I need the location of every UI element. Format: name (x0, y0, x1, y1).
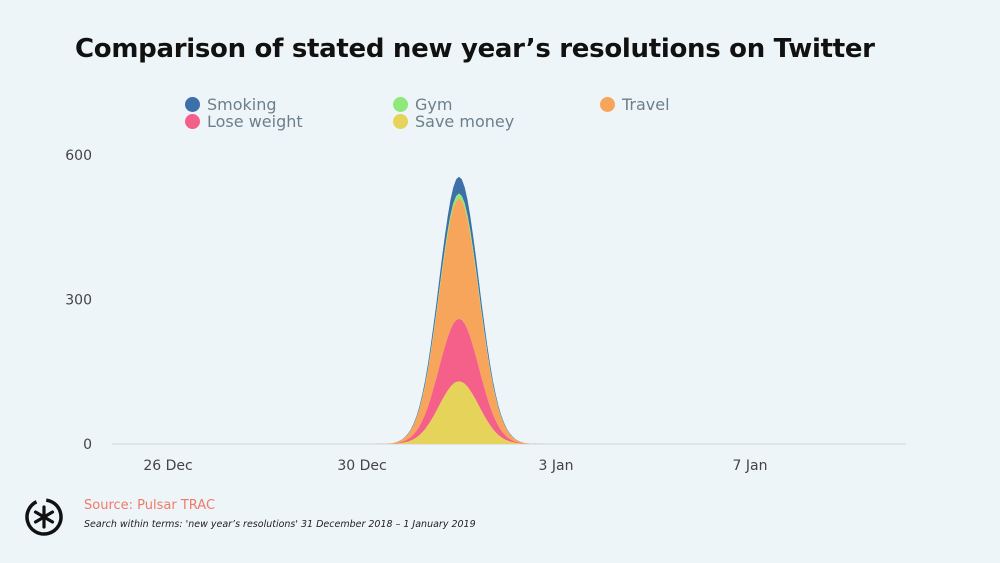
legend-label-gym: Gym (415, 95, 453, 114)
asterisk-logo-icon (25, 498, 63, 536)
x-tick-label: 30 Dec (337, 458, 386, 474)
legend-dot-travel (600, 97, 615, 112)
legend-item-travel[interactable]: Travel (600, 95, 670, 114)
y-tick-label: 0 (83, 437, 92, 453)
legend-label-lose-weight: Lose weight (207, 112, 303, 131)
legend-dot-gym (393, 97, 408, 112)
legend-label-travel: Travel (622, 95, 670, 114)
legend-item-save-money[interactable]: Save money (393, 112, 514, 131)
legend-dot-smoking (185, 97, 200, 112)
y-tick-label: 600 (65, 148, 92, 164)
area-save-money[interactable] (119, 381, 799, 444)
legend-item-gym[interactable]: Gym (393, 95, 452, 114)
x-tick-label: 26 Dec (143, 458, 192, 474)
x-tick-label: 3 Jan (539, 458, 574, 474)
legend-dot-lose-weight (185, 114, 200, 129)
x-tick-label: 7 Jan (733, 458, 768, 474)
area-travel[interactable] (119, 198, 799, 444)
source-text: Source: Pulsar TRAC (84, 498, 216, 513)
chart-legend: Smoking Gym Travel Lose weight Save mone… (0, 0, 1000, 140)
legend-item-smoking[interactable]: Smoking (185, 95, 277, 114)
chart-title: Comparison of stated new year’s resoluti… (75, 34, 875, 64)
legend-dot-save-money (393, 114, 408, 129)
legend-label-smoking: Smoking (207, 95, 277, 114)
legend-label-save-money: Save money (415, 112, 515, 131)
legend-item-lose-weight[interactable]: Lose weight (185, 112, 303, 131)
y-tick-label: 300 (65, 293, 92, 309)
search-terms-note: Search within terms: 'new year’s resolut… (84, 519, 476, 530)
